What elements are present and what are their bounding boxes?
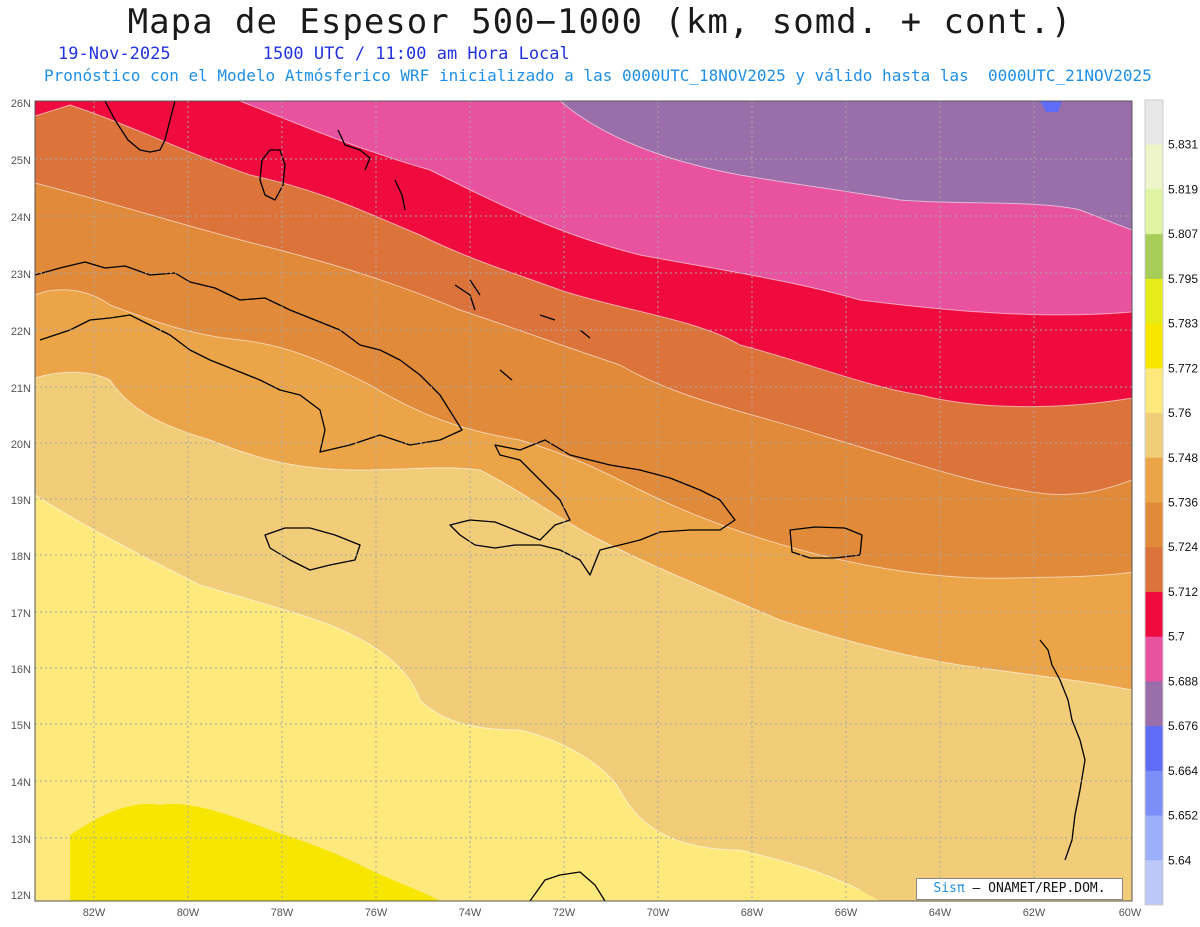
lon-label: 68W [741, 907, 764, 919]
bahamas-cat-island [394, 179, 406, 211]
colorbar-swatch [1145, 681, 1163, 727]
colorbar-swatch [1145, 457, 1163, 503]
forecast-hour: 1500 UTC / 11:00 am Hora Local [262, 44, 570, 64]
islands-north [454, 279, 591, 381]
lat-label: 15N [11, 720, 31, 732]
colorbar-swatch [1145, 100, 1163, 146]
colorbar-swatch [1145, 413, 1163, 459]
colorbar-swatch [1145, 726, 1163, 772]
colorbar [1145, 100, 1163, 906]
lon-label: 64W [929, 907, 952, 919]
colorbar-label: 5.76 [1168, 406, 1192, 420]
lesser-antilles [1039, 639, 1086, 861]
lon-label: 66W [835, 907, 858, 919]
band-5664-spot [1040, 101, 1062, 112]
colorbar-labels: 5.831 5.819 5.807 5.795 5.783 5.772 5.76 5.748 5… [1168, 138, 1198, 868]
florida-coast [104, 101, 176, 153]
colorbar-label: 5.7 [1168, 630, 1185, 644]
south-america-coast [529, 871, 606, 901]
colorbar-label: 5.831 [1168, 138, 1198, 152]
colorbar-label: 5.652 [1168, 809, 1198, 823]
colorbar-swatch [1145, 636, 1163, 682]
colorbar-label: 5.783 [1168, 317, 1198, 331]
sispi-logo: Sisπ [933, 881, 965, 896]
band-5772 [70, 804, 440, 901]
colorbar-label: 5.712 [1168, 585, 1198, 599]
colorbar-swatch [1145, 815, 1163, 861]
colorbar-swatch [1145, 591, 1163, 638]
colorbar-label: 5.664 [1168, 764, 1198, 778]
lat-label: 23N [11, 269, 31, 281]
colorbar-swatch [1145, 368, 1163, 414]
colorbar-frame [1144, 99, 1164, 906]
colorbar-label: 5.772 [1168, 361, 1198, 375]
jamaica-coast [264, 527, 361, 571]
lat-label: 24N [11, 212, 31, 224]
lat-label: 12N [11, 890, 31, 902]
lon-label: 72W [553, 907, 576, 919]
lon-label: 80W [177, 907, 200, 919]
band-5760 [35, 495, 880, 901]
map-frame [34, 100, 1133, 902]
credit-text: – ONAMET/REP.DOM. [972, 881, 1106, 896]
lat-axis-labels: 26N 25N 24N 23N 22N 21N 20N 19N 18N 17N … [11, 98, 31, 902]
colorbar-label: 5.819 [1168, 182, 1198, 196]
map-plot-area [35, 101, 1132, 901]
colorbar-label: 5.807 [1168, 227, 1198, 241]
lon-axis-labels: 82W 80W 78W 76W 74W 72W 70W 68W 66W 64W … [83, 907, 1142, 919]
lon-label: 76W [365, 907, 388, 919]
lon-label: 74W [459, 907, 482, 919]
colorbar-label: 5.676 [1168, 719, 1198, 733]
colorbar-swatch [1145, 278, 1163, 325]
andros-island [259, 149, 286, 201]
lat-label: 20N [11, 439, 31, 451]
lon-label: 82W [83, 907, 106, 919]
lon-label: 78W [271, 907, 294, 919]
colorbar-swatch [1145, 502, 1163, 548]
colorbar-swatch [1145, 189, 1163, 235]
colorbar-label: 5.64 [1168, 853, 1192, 867]
graticule [35, 101, 1132, 901]
credit-box: Sisπ – ONAMET/REP.DOM. [916, 878, 1123, 900]
colorbar-label: 5.688 [1168, 674, 1198, 688]
bahamas-eleuthera [337, 129, 371, 171]
colorbar-swatch [1145, 234, 1163, 280]
colorbar-label: 5.795 [1168, 272, 1198, 286]
thickness-contours [35, 101, 1132, 891]
lat-label: 19N [11, 495, 31, 507]
forecast-date: 19-Nov-2025 [58, 44, 171, 64]
coastlines [35, 101, 1086, 901]
lat-label: 13N [11, 834, 31, 846]
lat-label: 26N [11, 98, 31, 110]
lat-label: 16N [11, 664, 31, 676]
colorbar-label: 5.724 [1168, 540, 1198, 554]
lat-label: 14N [11, 777, 31, 789]
cuba-coast [35, 261, 463, 453]
map-title: Mapa de Espesor 500−1000 (km, somd. + co… [127, 2, 1073, 42]
colorbar-swatch [1145, 860, 1163, 906]
colorbar-swatch [1145, 144, 1163, 190]
model-subtitle: Pronóstico con el Modelo Atmósferico WRF… [44, 66, 1152, 85]
forecast-time-line: 19-Nov-2025 1500 UTC / 11:00 am Hora Loc… [58, 44, 570, 64]
lat-label: 25N [11, 155, 31, 167]
lon-label: 62W [1023, 907, 1046, 919]
colorbar-label: 5.736 [1168, 496, 1198, 510]
colorbar-swatch [1145, 547, 1163, 593]
hispaniola-coast [449, 439, 736, 576]
lon-label: 60W [1119, 907, 1142, 919]
colorbar-swatch [1145, 770, 1163, 817]
lat-label: 17N [11, 608, 31, 620]
lon-label: 70W [647, 907, 670, 919]
lat-label: 18N [11, 551, 31, 563]
colorbar-label: 5.748 [1168, 451, 1198, 465]
lat-label: 21N [11, 383, 31, 395]
colorbar-swatch [1145, 323, 1163, 369]
lat-label: 22N [11, 326, 31, 338]
